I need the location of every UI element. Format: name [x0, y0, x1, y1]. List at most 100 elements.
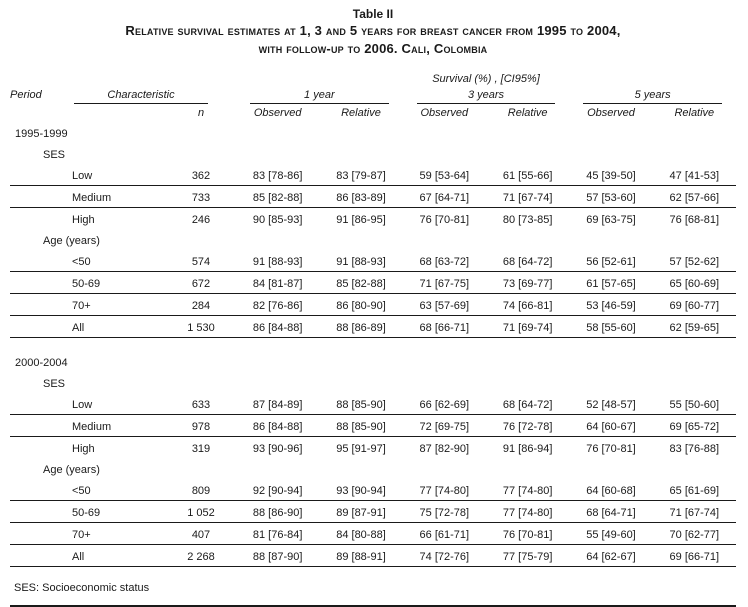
n-cell: 574	[166, 250, 236, 272]
n-column-header: n	[197, 107, 205, 119]
value-cell: 76 [72-78]	[485, 414, 570, 437]
value-cell: 83 [78-86]	[236, 164, 320, 186]
n-cell: 633	[166, 393, 236, 415]
value-cell: 89 [88-91]	[319, 544, 403, 567]
value-cell: 69 [63-75]	[586, 214, 636, 226]
characteristic-cell: High	[72, 214, 95, 226]
table-caption-line2: with follow-up to 2006. Cali, Colombia	[258, 41, 488, 56]
value-cell: 68 [63-72]	[402, 250, 486, 272]
observed-header-3yr: Observed	[420, 107, 469, 119]
observed-header-5yr: Observed	[587, 107, 635, 119]
section-period-label: 2000-2004	[15, 357, 68, 369]
table-number-label: Table II	[352, 7, 394, 21]
characteristic-cell: 70+	[66, 293, 166, 316]
table-row: 70+ 407 81 [76-84] 84 [80-88] 66 [61-71]…	[10, 522, 736, 545]
characteristic-cell: <50	[66, 479, 166, 501]
value-cell: 65 [61-69]	[652, 479, 736, 501]
value-cell: 69 [60-77]	[652, 293, 736, 316]
relative-header-3yr: Relative	[507, 107, 548, 119]
table-row: Medium 733 85 [82-88] 86 [83-89] 67 [64-…	[10, 185, 736, 208]
table-row: Medium 978 86 [84-88] 88 [85-90] 72 [69-…	[10, 414, 736, 437]
value-cell: 66 [61-71]	[402, 522, 486, 545]
table-row: 70+ 284 82 [76-86] 86 [80-90] 63 [57-69]…	[10, 293, 736, 316]
value-cell: 70 [62-77]	[652, 522, 736, 545]
year-group-header-3yr: 3 years	[403, 85, 570, 104]
characteristic-cell: 50-69	[66, 500, 166, 523]
value-cell: 91 [88-93]	[236, 250, 320, 272]
value-cell: 64 [60-68]	[569, 479, 653, 501]
value-cell: 52 [48-57]	[569, 393, 653, 415]
section-spacer	[10, 338, 736, 352]
value-cell: 81 [76-84]	[236, 522, 320, 545]
value-cell: 84 [81-87]	[236, 271, 320, 294]
value-cell: 53 [46-59]	[569, 293, 653, 316]
value-cell: 75 [72-78]	[402, 500, 486, 523]
characteristic-column-header: Characteristic	[66, 85, 236, 104]
value-cell: 83 [79-87]	[319, 164, 403, 186]
value-cell: 66 [62-69]	[402, 393, 486, 415]
value-cell: 85 [82-88]	[319, 271, 403, 294]
value-cell: 71 [67-74]	[485, 185, 570, 208]
title-block: Table II Relative survival estimates at …	[10, 7, 736, 58]
value-cell: 62 [57-66]	[652, 185, 736, 208]
table-row: All 2 268 88 [87-90] 89 [88-91] 74 [72-7…	[10, 544, 736, 567]
value-cell: 86 [84-88]	[236, 414, 320, 437]
year-group-header-1yr: 1 year	[236, 85, 403, 104]
value-cell: 76 [70-81]	[586, 443, 636, 455]
value-cell: 77 [74-80]	[485, 500, 570, 523]
value-cell: 77 [74-80]	[485, 479, 570, 501]
n-cell: 246	[191, 214, 211, 226]
survival-units-label: Survival (%) , [CI95%]	[432, 73, 540, 85]
value-cell: 86 [80-90]	[319, 293, 403, 316]
value-cell: 85 [82-88]	[236, 185, 320, 208]
characteristic-cell: 50-69	[66, 271, 166, 294]
value-cell: 82 [76-86]	[236, 293, 320, 316]
section-period-row: 1995-1999	[10, 122, 736, 143]
characteristic-cell: High	[72, 443, 95, 455]
n-cell: 672	[166, 271, 236, 294]
table-row: High 319 93 [90-96] 95 [91-97] 87 [82-90…	[10, 437, 736, 459]
group-label: Age (years)	[43, 235, 100, 247]
value-cell: 61 [55-66]	[485, 164, 570, 186]
value-cell: 84 [80-88]	[319, 522, 403, 545]
value-cell: 64 [62-67]	[569, 544, 653, 567]
value-cell: 65 [60-69]	[652, 271, 736, 294]
value-cell: 93 [90-94]	[319, 479, 403, 501]
value-cell: 80 [73-85]	[502, 214, 553, 226]
value-cell: 55 [49-60]	[569, 522, 653, 545]
value-cell: 56 [52-61]	[569, 250, 653, 272]
group-label: SES	[43, 149, 66, 161]
table-row: <50 809 92 [90-94] 93 [90-94] 77 [74-80]…	[10, 479, 736, 501]
value-cell: 68 [64-72]	[485, 250, 570, 272]
value-cell: 88 [85-90]	[319, 414, 403, 437]
characteristic-cell: Medium	[66, 185, 166, 208]
document-page: Table II Relative survival estimates at …	[10, 7, 736, 607]
value-cell: 91 [88-93]	[319, 250, 403, 272]
value-cell: 76 [70-81]	[419, 214, 470, 226]
n-cell: 809	[166, 479, 236, 501]
characteristic-cell: Low	[66, 164, 166, 186]
value-cell: 95 [91-97]	[336, 443, 386, 455]
value-cell: 91 [86-94]	[502, 443, 553, 455]
value-cell: 45 [39-50]	[569, 164, 653, 186]
survival-table: Survival (%) , [CI95%] Period Characteri…	[10, 71, 736, 567]
table-caption-line1: Relative survival estimates at 1, 3 and …	[125, 23, 621, 38]
characteristic-cell: 70+	[66, 522, 166, 545]
table-row: 50-69 1 052 88 [86-90] 89 [87-91] 75 [72…	[10, 500, 736, 523]
characteristic-cell: Medium	[66, 414, 166, 437]
table-row: Low 362 83 [78-86] 83 [79-87] 59 [53-64]…	[10, 164, 736, 186]
header-sub-row: n Observed Relative Observed Relative Ob…	[10, 104, 736, 122]
characteristic-cell: <50	[66, 250, 166, 272]
n-cell: 319	[191, 443, 211, 455]
value-cell: 88 [87-90]	[236, 544, 320, 567]
value-cell: 62 [59-65]	[652, 315, 736, 338]
value-cell: 88 [86-89]	[319, 315, 403, 338]
table-row: High 246 90 [85-93] 91 [86-95] 76 [70-81…	[10, 208, 736, 230]
characteristic-cell: Low	[66, 393, 166, 415]
value-cell: 88 [86-90]	[236, 500, 320, 523]
value-cell: 87 [84-89]	[236, 393, 320, 415]
table-row: <50 574 91 [88-93] 91 [88-93] 68 [63-72]…	[10, 250, 736, 272]
value-cell: 68 [64-71]	[569, 500, 653, 523]
value-cell: 83 [76-88]	[669, 443, 720, 455]
section-period-row: 2000-2004	[10, 351, 736, 372]
